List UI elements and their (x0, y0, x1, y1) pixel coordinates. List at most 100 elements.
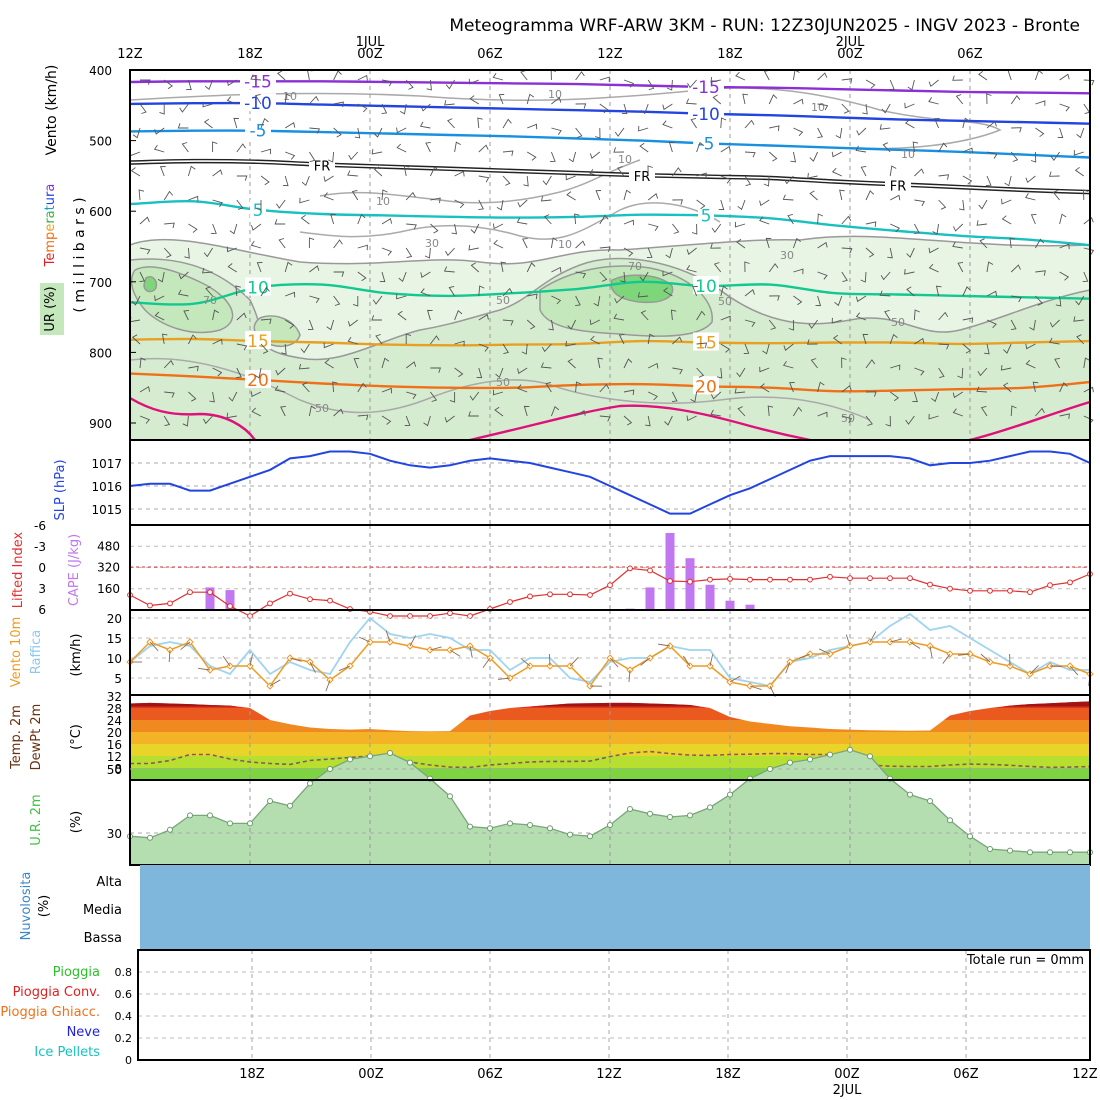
wind-barb (662, 120, 673, 129)
label-temperatura-char: a (43, 184, 58, 192)
wind-barb (139, 357, 146, 369)
wind-barb (855, 312, 867, 321)
wind-barb (396, 127, 407, 134)
li-point (747, 576, 753, 583)
isotherm-line (129, 280, 1091, 306)
wind-barb (599, 415, 611, 422)
wind-barb (986, 93, 992, 105)
wind-arrow (309, 661, 316, 673)
wind-barb (743, 343, 750, 354)
wind-barb (575, 240, 586, 249)
rh2m-point (287, 802, 293, 809)
wind-barb (712, 94, 722, 105)
isotherm-line-25 (969, 400, 1091, 442)
wind-barb (793, 127, 804, 137)
wind-barb (186, 79, 192, 91)
wind-barb (832, 334, 843, 345)
li-point (1047, 582, 1053, 589)
wind-barb (502, 343, 510, 355)
wind-barb (882, 142, 891, 153)
wind-barb (986, 261, 994, 273)
wind-barb (835, 127, 843, 139)
top-time-label: 06Z (957, 47, 983, 62)
wind-barb (254, 93, 262, 105)
wind-barb (131, 334, 141, 345)
wind-barb (962, 175, 973, 185)
wind-barb (565, 174, 576, 181)
wind-barb (1076, 127, 1085, 139)
rh-contour-label: 50 (315, 402, 329, 415)
wind-barb (783, 343, 794, 351)
wind-barb (154, 311, 165, 321)
freezing-level-line-inner (129, 160, 1091, 193)
wind-barb (276, 199, 286, 209)
wind-barb (1010, 95, 1021, 105)
wind-barb (938, 367, 945, 379)
wind-arrow (249, 654, 253, 667)
wind-barb (590, 335, 600, 345)
wind-barb (353, 358, 360, 369)
wind-arrow (818, 648, 831, 655)
wind-barb (425, 141, 431, 153)
wind-barb (551, 127, 562, 135)
wind-barb (405, 191, 416, 201)
wind-barb (229, 223, 238, 235)
wind-barb (357, 103, 368, 113)
wind-barb (157, 271, 165, 283)
label-temperatura-char: r (43, 218, 58, 224)
wind-barb (212, 367, 223, 377)
wind-barb (187, 334, 197, 345)
wind-barb (690, 391, 698, 403)
wind-barb (1024, 193, 1036, 201)
rh-contour-label: 30 (425, 237, 439, 250)
wind-barb (163, 415, 171, 427)
wind-arrow (289, 657, 302, 662)
wind-barb (957, 261, 964, 273)
li-point (267, 600, 273, 607)
rh2m-point (247, 820, 253, 827)
wind-barb (357, 74, 368, 81)
wind-arrow (1029, 665, 1039, 675)
wind-barb (1010, 405, 1017, 417)
wind-barb (985, 175, 992, 187)
wind-barb (711, 223, 722, 233)
temp-tick-label: 12 (107, 750, 122, 764)
wind-barb (1059, 103, 1070, 112)
wind-barb (976, 386, 988, 393)
label-vento10m: Vento 10m (9, 617, 24, 688)
wind-barb (188, 195, 199, 202)
wind-barb (250, 391, 262, 398)
wind-barb (568, 151, 577, 163)
wind-barb (986, 319, 997, 329)
precip-legend-item: Neve (67, 1025, 100, 1040)
rh2m-point (907, 791, 913, 798)
wind-barb (228, 391, 238, 402)
wind-barb (526, 151, 537, 161)
wind-barb (855, 145, 867, 153)
wind-barb (595, 127, 601, 139)
wind-barb (396, 143, 407, 153)
wind-tick-label: 5 (114, 672, 122, 686)
rh2m-point (727, 791, 733, 798)
wind-barb (865, 190, 875, 201)
cape-tick-label: 320 (97, 561, 120, 575)
wind-barb (599, 76, 610, 83)
wind-barb (979, 238, 988, 249)
label-slp: SLP (hPa) (53, 459, 68, 520)
wind-barb (212, 141, 218, 152)
wind-barb (526, 319, 536, 330)
wind-barb (787, 213, 794, 225)
wind-barb (130, 167, 141, 177)
isotherm-line (129, 101, 1091, 125)
wind-barb (178, 271, 189, 280)
rh-contour (319, 159, 641, 204)
wind-barb (357, 414, 369, 421)
label-temperatura-char: e (43, 224, 58, 232)
wind-barb (762, 343, 770, 355)
wind-barb (1059, 413, 1070, 419)
wind-barb (502, 118, 512, 129)
wind-barb (429, 166, 439, 177)
wind-barb (226, 96, 237, 105)
label-temp2m: Temp. 2m (9, 705, 24, 770)
wind-arrow (628, 669, 631, 682)
